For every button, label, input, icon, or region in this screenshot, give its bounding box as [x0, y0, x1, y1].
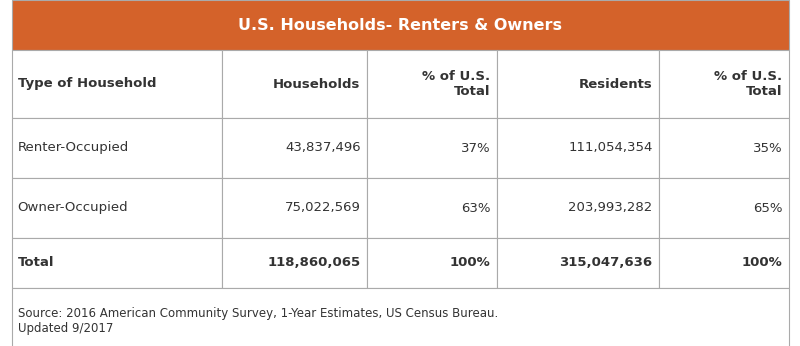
Bar — [11, 118, 222, 178]
Bar — [11, 238, 222, 288]
Text: Renter-Occupied: Renter-Occupied — [18, 142, 129, 155]
Text: 315,047,636: 315,047,636 — [559, 256, 653, 270]
Bar — [11, 0, 789, 50]
Text: 100%: 100% — [742, 256, 782, 270]
Bar — [222, 118, 366, 178]
Text: 75,022,569: 75,022,569 — [285, 201, 361, 215]
Bar — [366, 118, 497, 178]
Bar — [11, 50, 222, 118]
Text: 118,860,065: 118,860,065 — [267, 256, 361, 270]
Bar — [497, 50, 658, 118]
Text: 63%: 63% — [461, 201, 490, 215]
Bar — [497, 118, 658, 178]
Bar — [11, 288, 789, 346]
Text: % of U.S.
Total: % of U.S. Total — [422, 70, 490, 98]
Text: % of U.S.
Total: % of U.S. Total — [714, 70, 782, 98]
Text: 43,837,496: 43,837,496 — [285, 142, 361, 155]
Bar — [658, 118, 789, 178]
Bar — [222, 50, 366, 118]
Text: Source: 2016 American Community Survey, 1-Year Estimates, US Census Bureau.
Upda: Source: 2016 American Community Survey, … — [18, 307, 498, 335]
Bar — [497, 238, 658, 288]
Text: U.S. Households- Renters & Owners: U.S. Households- Renters & Owners — [238, 18, 562, 33]
Text: Type of Household: Type of Household — [18, 78, 156, 91]
Text: 65%: 65% — [753, 201, 782, 215]
Bar — [658, 50, 789, 118]
Bar — [222, 178, 366, 238]
Text: Total: Total — [18, 256, 54, 270]
Bar — [222, 238, 366, 288]
Bar — [366, 238, 497, 288]
Bar — [366, 50, 497, 118]
Text: 37%: 37% — [461, 142, 490, 155]
Text: 203,993,282: 203,993,282 — [568, 201, 653, 215]
Text: 100%: 100% — [450, 256, 490, 270]
Bar — [658, 238, 789, 288]
Text: Households: Households — [273, 78, 361, 91]
Bar — [497, 178, 658, 238]
Bar — [366, 178, 497, 238]
Text: Owner-Occupied: Owner-Occupied — [18, 201, 128, 215]
Text: 111,054,354: 111,054,354 — [568, 142, 653, 155]
Bar — [11, 178, 222, 238]
Text: 35%: 35% — [753, 142, 782, 155]
Bar — [658, 178, 789, 238]
Text: Residents: Residents — [578, 78, 653, 91]
